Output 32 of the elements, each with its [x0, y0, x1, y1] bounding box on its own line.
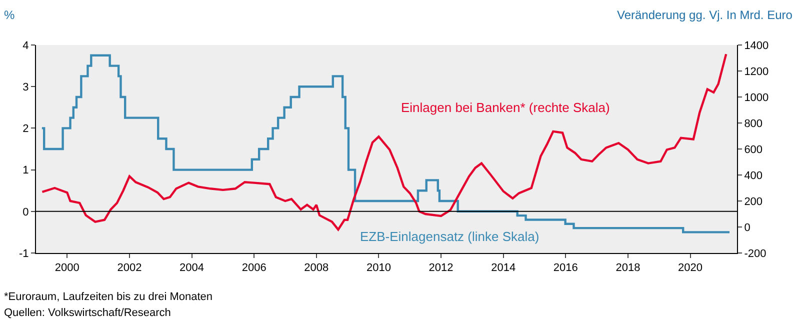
x-tick-label: 2012 [428, 262, 454, 274]
y2-axis-title: Veränderung gg. Vj. In Mrd. Euro [617, 8, 793, 22]
x-tick-label: 2002 [117, 262, 142, 274]
y2-tick-label: 0 [744, 222, 750, 234]
y2-tick-label: 400 [744, 170, 763, 182]
y2-tick-label: 200 [744, 196, 763, 208]
x-tick-label: 2016 [553, 262, 578, 274]
y-tick-label: 2 [22, 123, 29, 136]
x-tick-label: 2018 [616, 262, 640, 274]
text: Einlagen bei Banken* (rechte Skala) [401, 100, 610, 115]
y2-tick-label: 1400 [744, 40, 769, 52]
y2-tick-label: 1000 [744, 92, 769, 104]
x-tick-label: 2006 [242, 262, 266, 274]
y-tick-label: 4 [22, 40, 29, 52]
x-tick-label: 2014 [491, 262, 516, 274]
source-note: Quellen: Volkswirtschaft/Research [4, 307, 171, 319]
text: *Euroraum, Laufzeiten bis zu drei Monaten [4, 291, 213, 303]
y-tick-label: 0 [22, 206, 29, 218]
y-tick-label: 3 [22, 81, 29, 94]
y2-tick-label: -200 [744, 248, 766, 260]
y2-tick-label: 600 [744, 144, 763, 156]
series-label: EZB-Einlagensatz (linke Skala) [360, 229, 540, 244]
y-tick-label: 1 [22, 164, 29, 177]
y2-tick-label: 800 [744, 118, 763, 130]
x-tick-label: 2000 [54, 262, 80, 274]
y2-tick-label: 1200 [744, 66, 769, 78]
y-axis-title: % [4, 8, 15, 22]
x-tick-label: 2010 [366, 262, 391, 274]
x-tick-label: 2004 [180, 262, 204, 274]
y-tick-label: -1 [19, 248, 29, 260]
x-tick-label: 2008 [304, 262, 329, 274]
x-tick-label: 2020 [678, 262, 703, 274]
